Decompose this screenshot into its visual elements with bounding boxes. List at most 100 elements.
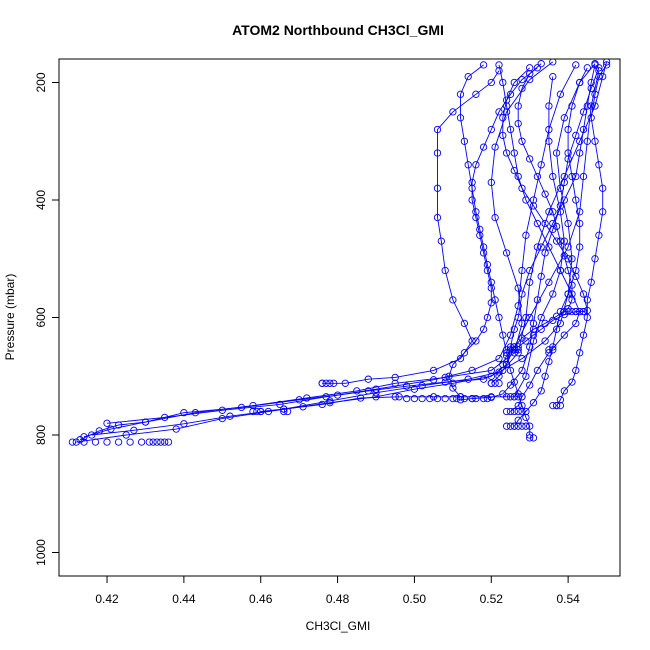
data-point bbox=[568, 296, 576, 304]
data-point bbox=[572, 319, 580, 328]
data-point bbox=[514, 393, 522, 401]
data-point bbox=[556, 319, 565, 328]
data-point bbox=[437, 237, 445, 245]
data-point bbox=[499, 331, 507, 339]
data-point bbox=[514, 416, 522, 424]
data-point bbox=[502, 422, 511, 430]
data-point bbox=[518, 75, 526, 84]
data-point bbox=[353, 387, 361, 395]
x-tick-label: 0.48 bbox=[326, 592, 350, 606]
data-point bbox=[253, 407, 261, 416]
data-point bbox=[502, 352, 511, 360]
data-point bbox=[510, 166, 518, 175]
data-point bbox=[599, 72, 607, 81]
data-point bbox=[280, 407, 288, 416]
data-point bbox=[506, 346, 515, 354]
unconnected-points bbox=[68, 307, 588, 446]
data-point bbox=[218, 414, 226, 423]
data-point bbox=[499, 360, 507, 369]
data-point bbox=[537, 243, 545, 251]
data-point bbox=[506, 366, 515, 375]
x-axis-label: CH3Cl_GMI bbox=[306, 619, 371, 633]
data-point bbox=[518, 84, 526, 93]
series-2 bbox=[80, 59, 557, 441]
data-point bbox=[526, 64, 534, 72]
data-point bbox=[514, 401, 522, 410]
data-point bbox=[460, 349, 469, 357]
data-point bbox=[449, 296, 457, 304]
data-point bbox=[572, 61, 580, 69]
data-point bbox=[591, 102, 599, 110]
data-point bbox=[595, 231, 603, 239]
data-point bbox=[576, 78, 584, 87]
data-point bbox=[491, 213, 499, 222]
data-point bbox=[576, 208, 584, 216]
series-12 bbox=[552, 61, 611, 410]
y-axis-label: Pressure (mbar) bbox=[3, 274, 17, 361]
data-point bbox=[472, 213, 480, 222]
data-point bbox=[153, 438, 161, 446]
data-point bbox=[552, 312, 561, 320]
data-point bbox=[418, 394, 426, 403]
data-point bbox=[164, 438, 173, 446]
data-point bbox=[526, 70, 534, 78]
data-point bbox=[560, 252, 568, 260]
data-point bbox=[533, 172, 542, 181]
data-point bbox=[464, 72, 472, 81]
data-point bbox=[502, 407, 511, 416]
data-point bbox=[599, 208, 607, 216]
series-line bbox=[513, 67, 588, 427]
data-point bbox=[533, 64, 542, 72]
data-point bbox=[249, 407, 257, 416]
data-point bbox=[510, 325, 518, 333]
data-point bbox=[564, 266, 572, 275]
data-point bbox=[541, 190, 549, 198]
data-point bbox=[529, 196, 538, 204]
x-tick-label: 0.52 bbox=[480, 592, 504, 606]
data-point bbox=[549, 172, 557, 181]
data-point bbox=[560, 237, 568, 245]
data-point bbox=[372, 389, 380, 397]
data-point bbox=[487, 125, 495, 134]
data-point bbox=[541, 219, 549, 228]
data-point bbox=[537, 161, 545, 169]
data-point bbox=[318, 400, 326, 409]
data-point bbox=[449, 108, 457, 116]
data-point bbox=[487, 284, 495, 292]
series-line bbox=[448, 67, 538, 398]
data-point bbox=[506, 125, 515, 134]
data-point bbox=[226, 412, 234, 420]
data-point bbox=[218, 406, 226, 414]
data-point bbox=[303, 394, 311, 402]
data-point bbox=[583, 137, 591, 145]
data-point bbox=[518, 366, 526, 375]
data-point bbox=[568, 102, 576, 110]
data-point bbox=[545, 137, 553, 145]
data-point bbox=[180, 420, 188, 428]
data-point bbox=[518, 319, 526, 328]
data-point bbox=[556, 237, 565, 245]
data-point bbox=[103, 438, 111, 446]
series-11 bbox=[456, 61, 534, 439]
data-point bbox=[568, 378, 576, 386]
data-point bbox=[418, 382, 426, 390]
data-point bbox=[587, 78, 595, 87]
data-point bbox=[564, 219, 572, 228]
data-point bbox=[103, 419, 111, 427]
data-point bbox=[568, 281, 576, 289]
data-point bbox=[595, 161, 603, 169]
data-point bbox=[391, 373, 399, 382]
data-point bbox=[479, 243, 488, 251]
data-point bbox=[445, 372, 453, 380]
data-point bbox=[487, 393, 495, 402]
data-point bbox=[587, 102, 595, 110]
data-point bbox=[456, 114, 465, 122]
data-point bbox=[583, 313, 591, 322]
data-point bbox=[549, 346, 557, 354]
data-point bbox=[514, 346, 522, 354]
data-point bbox=[529, 202, 538, 210]
series-15 bbox=[445, 64, 542, 401]
data-point bbox=[326, 397, 334, 405]
data-point bbox=[472, 337, 480, 345]
data-point bbox=[403, 394, 411, 403]
